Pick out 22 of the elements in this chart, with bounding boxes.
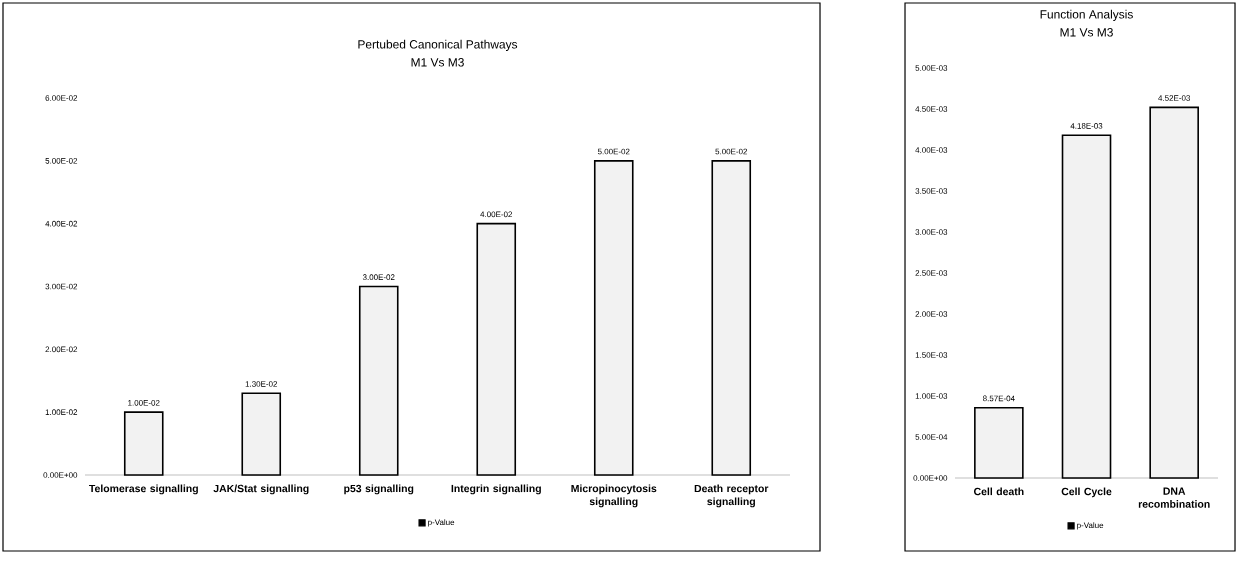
x-tick-label: DNA recombination [1138,487,1210,508]
bar [123,411,164,476]
chart-title: Pertubed Canonical Pathways [358,39,518,51]
x-tick-label: Cell death [973,487,1024,496]
bar [711,160,752,476]
x-tick-label: Cell Cycle [1061,487,1112,498]
bar [593,160,634,476]
chart-subtitle: M1 Vs M3 [1060,28,1113,37]
bar [241,392,282,476]
bar [358,285,399,476]
chart-subtitle: M1 Vs M3 [411,58,464,67]
chart-title: Function Analysis [1040,9,1133,21]
bar [974,406,1024,479]
x-tick-label: Telomerase signalling [89,484,198,495]
bar [1061,134,1112,479]
x-tick-label: Micropinocytosis signalling [571,484,657,508]
x-tick-label: Integrin signalling [451,484,541,495]
bar [1149,106,1199,479]
bar [476,222,517,476]
x-tick-label: JAK/Stat signalling [213,484,309,495]
x-tick-label: p53 signalling [344,484,414,495]
x-tick-label: Death receptor signalling [694,484,769,508]
